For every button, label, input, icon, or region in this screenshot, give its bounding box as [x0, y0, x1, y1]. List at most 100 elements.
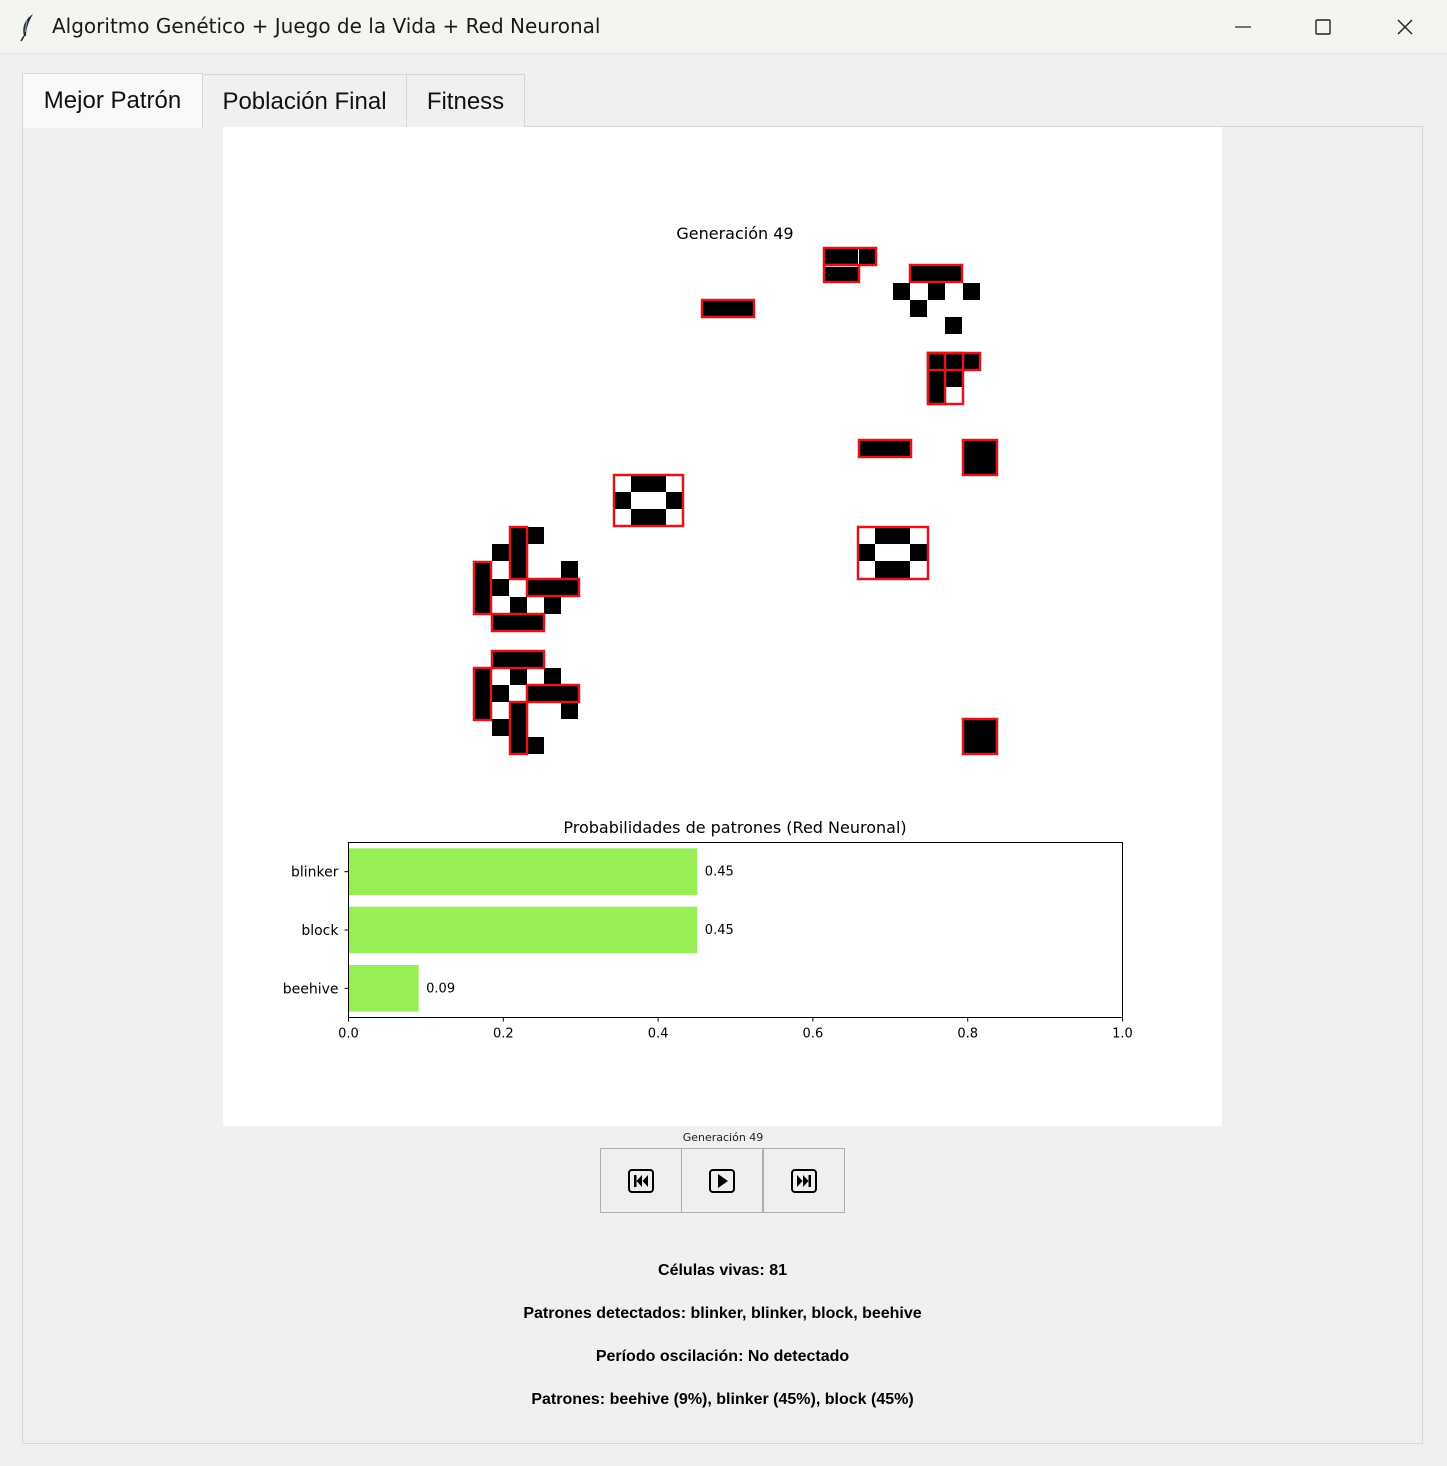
- cell: [544, 668, 561, 685]
- highlight-blinker: [857, 438, 913, 459]
- cell: [910, 266, 962, 283]
- skip-back-button[interactable]: [600, 1148, 682, 1213]
- life-grid: [472, 246, 999, 756]
- title-bar: Algoritmo Genético + Juego de la Vida + …: [0, 0, 1447, 54]
- live-cells: [474, 249, 997, 754]
- highlight-blinker: [472, 560, 493, 616]
- x-axis-ticks: 0.0 0.2 0.4 0.6 0.8 1.0: [338, 1017, 1133, 1042]
- y-tick-label: blinker: [291, 865, 339, 881]
- bar-value-label: 0.09: [426, 981, 455, 996]
- highlight-beehive: [856, 525, 930, 581]
- cell: [928, 283, 945, 300]
- highlight-blinker: [490, 649, 546, 670]
- play-button[interactable]: [681, 1148, 763, 1213]
- cell: [963, 440, 997, 475]
- highlight-blinker: [822, 263, 861, 284]
- x-tick-label: 0.6: [803, 1027, 824, 1042]
- bar-blinker: [349, 848, 698, 895]
- close-button[interactable]: [1365, 0, 1445, 54]
- cell: [631, 475, 666, 492]
- cell: [510, 597, 527, 614]
- detected-patterns: Patrones detectados: blinker, blinker, b…: [523, 1305, 922, 1322]
- highlight-blinker: [490, 612, 546, 633]
- oscillation-period: Período oscilación: No detectado: [595, 1348, 850, 1365]
- chart-title: Probabilidades de patrones (Red Neuronal…: [563, 818, 906, 837]
- y-tick-label: block: [301, 923, 339, 939]
- cell: [510, 702, 527, 754]
- bar-group: blinker 0.45 block 0.45 beehive 0.09: [283, 848, 734, 1012]
- highlight-block: [961, 717, 999, 756]
- cell: [963, 719, 997, 754]
- x-tick-label: 0.2: [493, 1027, 514, 1042]
- cell: [561, 561, 578, 578]
- maximize-button[interactable]: [1283, 0, 1363, 54]
- cell: [544, 597, 561, 614]
- highlight-blinker: [508, 525, 529, 581]
- matplotlib-figure: Generación 49: [223, 127, 1222, 1126]
- pattern-probabilities: Patrones: beehive (9%), blinker (45%), b…: [531, 1391, 914, 1408]
- x-tick-label: 0.8: [957, 1027, 978, 1042]
- bar-value-label: 0.45: [705, 865, 734, 880]
- cell: [963, 283, 980, 300]
- cell: [527, 527, 544, 544]
- cell: [875, 561, 910, 578]
- cell: [527, 685, 579, 702]
- highlight-blinker: [908, 263, 964, 284]
- cell: [527, 737, 544, 754]
- skip-forward-icon: [791, 1168, 817, 1193]
- cell: [824, 249, 858, 265]
- figure-canvas: Generación 49: [283, 224, 1133, 1042]
- cell: [910, 300, 927, 317]
- cell: [859, 249, 876, 265]
- live-cells-count: Células vivas: 81: [658, 1262, 787, 1279]
- cell: [492, 579, 509, 596]
- x-tick-label: 0.4: [648, 1027, 669, 1042]
- highlight-beehive: [612, 473, 685, 528]
- cell: [527, 579, 579, 596]
- cell: [859, 440, 911, 457]
- window-title: Algoritmo Genético + Juego de la Vida + …: [52, 14, 601, 38]
- cell: [702, 300, 754, 317]
- cell: [893, 283, 910, 300]
- highlight-block: [961, 438, 999, 477]
- play-icon: [709, 1168, 735, 1193]
- highlight-blinker: [700, 298, 756, 319]
- cell: [492, 685, 509, 702]
- cell: [492, 719, 509, 736]
- bar-block: [349, 906, 698, 954]
- tab-mejor-patron[interactable]: Mejor Patrón: [22, 73, 203, 128]
- minimize-icon: [1235, 26, 1251, 28]
- cell: [492, 544, 509, 561]
- cell: [510, 668, 527, 685]
- close-icon: [1397, 19, 1413, 35]
- cell: [561, 702, 578, 719]
- highlight-blinker: [525, 577, 581, 598]
- cell: [875, 527, 910, 544]
- minimize-button[interactable]: [1203, 0, 1283, 54]
- x-tick-label: 0.0: [338, 1027, 359, 1042]
- skip-forward-button[interactable]: [763, 1148, 845, 1213]
- highlight-block: [926, 351, 947, 406]
- bar-beehive: [349, 965, 419, 1012]
- x-tick-label: 1.0: [1112, 1027, 1133, 1042]
- cell: [824, 267, 858, 283]
- maximize-icon: [1315, 19, 1331, 35]
- bar-value-label: 0.45: [705, 923, 734, 938]
- tab-fitness[interactable]: Fitness: [406, 74, 525, 128]
- cell: [631, 509, 666, 526]
- cell: [492, 651, 544, 668]
- cell: [474, 562, 491, 614]
- cell: [510, 527, 527, 579]
- cell: [614, 492, 631, 509]
- highlight-blinker: [472, 666, 493, 722]
- y-tick-label: beehive: [283, 981, 339, 997]
- cell: [492, 614, 544, 631]
- cell: [910, 544, 927, 561]
- animation-label: Generación 49: [682, 1131, 764, 1144]
- cell: [928, 353, 980, 370]
- grid-title: Generación 49: [676, 224, 793, 243]
- pattern-highlights: [472, 246, 999, 756]
- skip-back-icon: [628, 1168, 654, 1193]
- tab-poblacion-final[interactable]: Población Final: [202, 74, 407, 128]
